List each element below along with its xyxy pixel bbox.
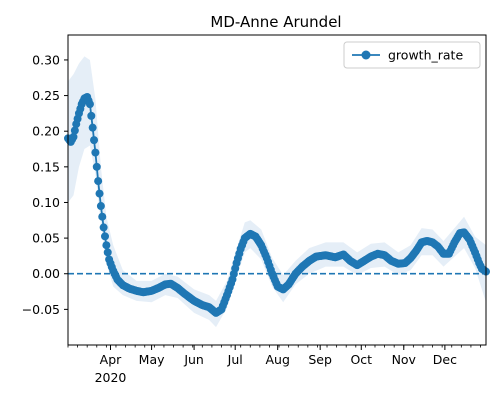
x-tick-label: Dec bbox=[433, 352, 457, 367]
x-tick-label: Nov bbox=[392, 352, 417, 367]
x-year-label: 2020 bbox=[95, 370, 127, 385]
data-point bbox=[94, 177, 103, 186]
data-point bbox=[95, 189, 104, 198]
x-tick-label: Apr bbox=[100, 352, 122, 367]
x-tick-label: Oct bbox=[350, 352, 372, 367]
y-tick-label: −0.05 bbox=[22, 302, 60, 317]
data-point bbox=[99, 223, 108, 232]
axes-frame bbox=[67, 34, 487, 346]
y-tick-label: 0.05 bbox=[32, 231, 60, 246]
data-point bbox=[102, 241, 111, 250]
x-tick-label: Jul bbox=[227, 352, 243, 367]
legend-marker-swatch bbox=[361, 50, 371, 60]
x-tick-label: Sep bbox=[308, 352, 332, 367]
data-point bbox=[90, 136, 99, 145]
x-tick-label: May bbox=[139, 352, 165, 367]
x-tick-label: Jun bbox=[183, 352, 204, 367]
data-point bbox=[88, 123, 97, 132]
data-point bbox=[96, 202, 105, 211]
data-point bbox=[69, 132, 78, 141]
y-tick-label: 0.25 bbox=[32, 88, 60, 103]
plot-area: −0.05 0.00 0.05 0.10 0.15 0.20 0.25 0.30 Apr May J… bbox=[22, 34, 490, 385]
confidence-band bbox=[68, 56, 486, 328]
y-tick-label: 0.20 bbox=[32, 124, 60, 139]
data-point bbox=[98, 212, 107, 221]
y-tick-label: 0.00 bbox=[32, 266, 60, 281]
y-tick-label: 0.30 bbox=[32, 52, 60, 67]
data-point bbox=[92, 162, 101, 171]
data-point bbox=[87, 111, 96, 120]
y-tick-label: 0.10 bbox=[32, 195, 60, 210]
chart-title: MD-Anne Arundel bbox=[210, 13, 341, 31]
data-point bbox=[85, 100, 94, 109]
x-tick-label: Aug bbox=[265, 352, 289, 367]
data-point bbox=[103, 248, 112, 257]
data-point bbox=[70, 126, 79, 135]
y-tick-label: 0.15 bbox=[32, 159, 60, 174]
legend-box bbox=[343, 41, 481, 69]
data-point bbox=[101, 232, 110, 241]
data-point bbox=[91, 148, 100, 157]
legend-label-growth-rate: growth_rate bbox=[388, 48, 463, 63]
